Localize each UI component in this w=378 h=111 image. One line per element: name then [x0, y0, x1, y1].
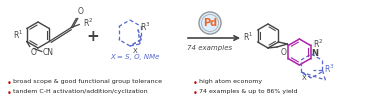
Text: R$^1$: R$^1$ [13, 29, 23, 41]
Text: •: • [7, 89, 12, 98]
Circle shape [199, 12, 221, 34]
Text: broad scope & good functional group tolerance: broad scope & good functional group tole… [13, 79, 162, 84]
Text: 74 examples & up to 86% yield: 74 examples & up to 86% yield [199, 89, 297, 94]
Text: R$^2$: R$^2$ [313, 37, 323, 50]
Text: R$^3$: R$^3$ [324, 63, 334, 75]
Text: O: O [77, 8, 83, 17]
Text: Pd: Pd [203, 19, 217, 29]
Text: O: O [31, 48, 37, 56]
Text: X = S, O, NMe: X = S, O, NMe [110, 54, 160, 60]
Text: N: N [311, 49, 319, 57]
Text: high atom economy: high atom economy [199, 79, 262, 84]
Text: R$^2$: R$^2$ [83, 16, 93, 29]
Text: O: O [280, 48, 286, 56]
Text: 74 examples: 74 examples [187, 45, 232, 51]
Text: X: X [302, 75, 307, 81]
Text: tandem C-H activation/addition/cyclization: tandem C-H activation/addition/cyclizati… [13, 89, 148, 94]
Text: R$^1$: R$^1$ [243, 31, 253, 43]
Text: •: • [193, 89, 198, 98]
Text: R$^3$: R$^3$ [140, 20, 150, 33]
Text: •: • [193, 79, 198, 88]
Text: •: • [7, 79, 12, 88]
Text: +: + [87, 29, 99, 44]
Text: X: X [133, 48, 137, 54]
Text: CN: CN [43, 48, 54, 57]
